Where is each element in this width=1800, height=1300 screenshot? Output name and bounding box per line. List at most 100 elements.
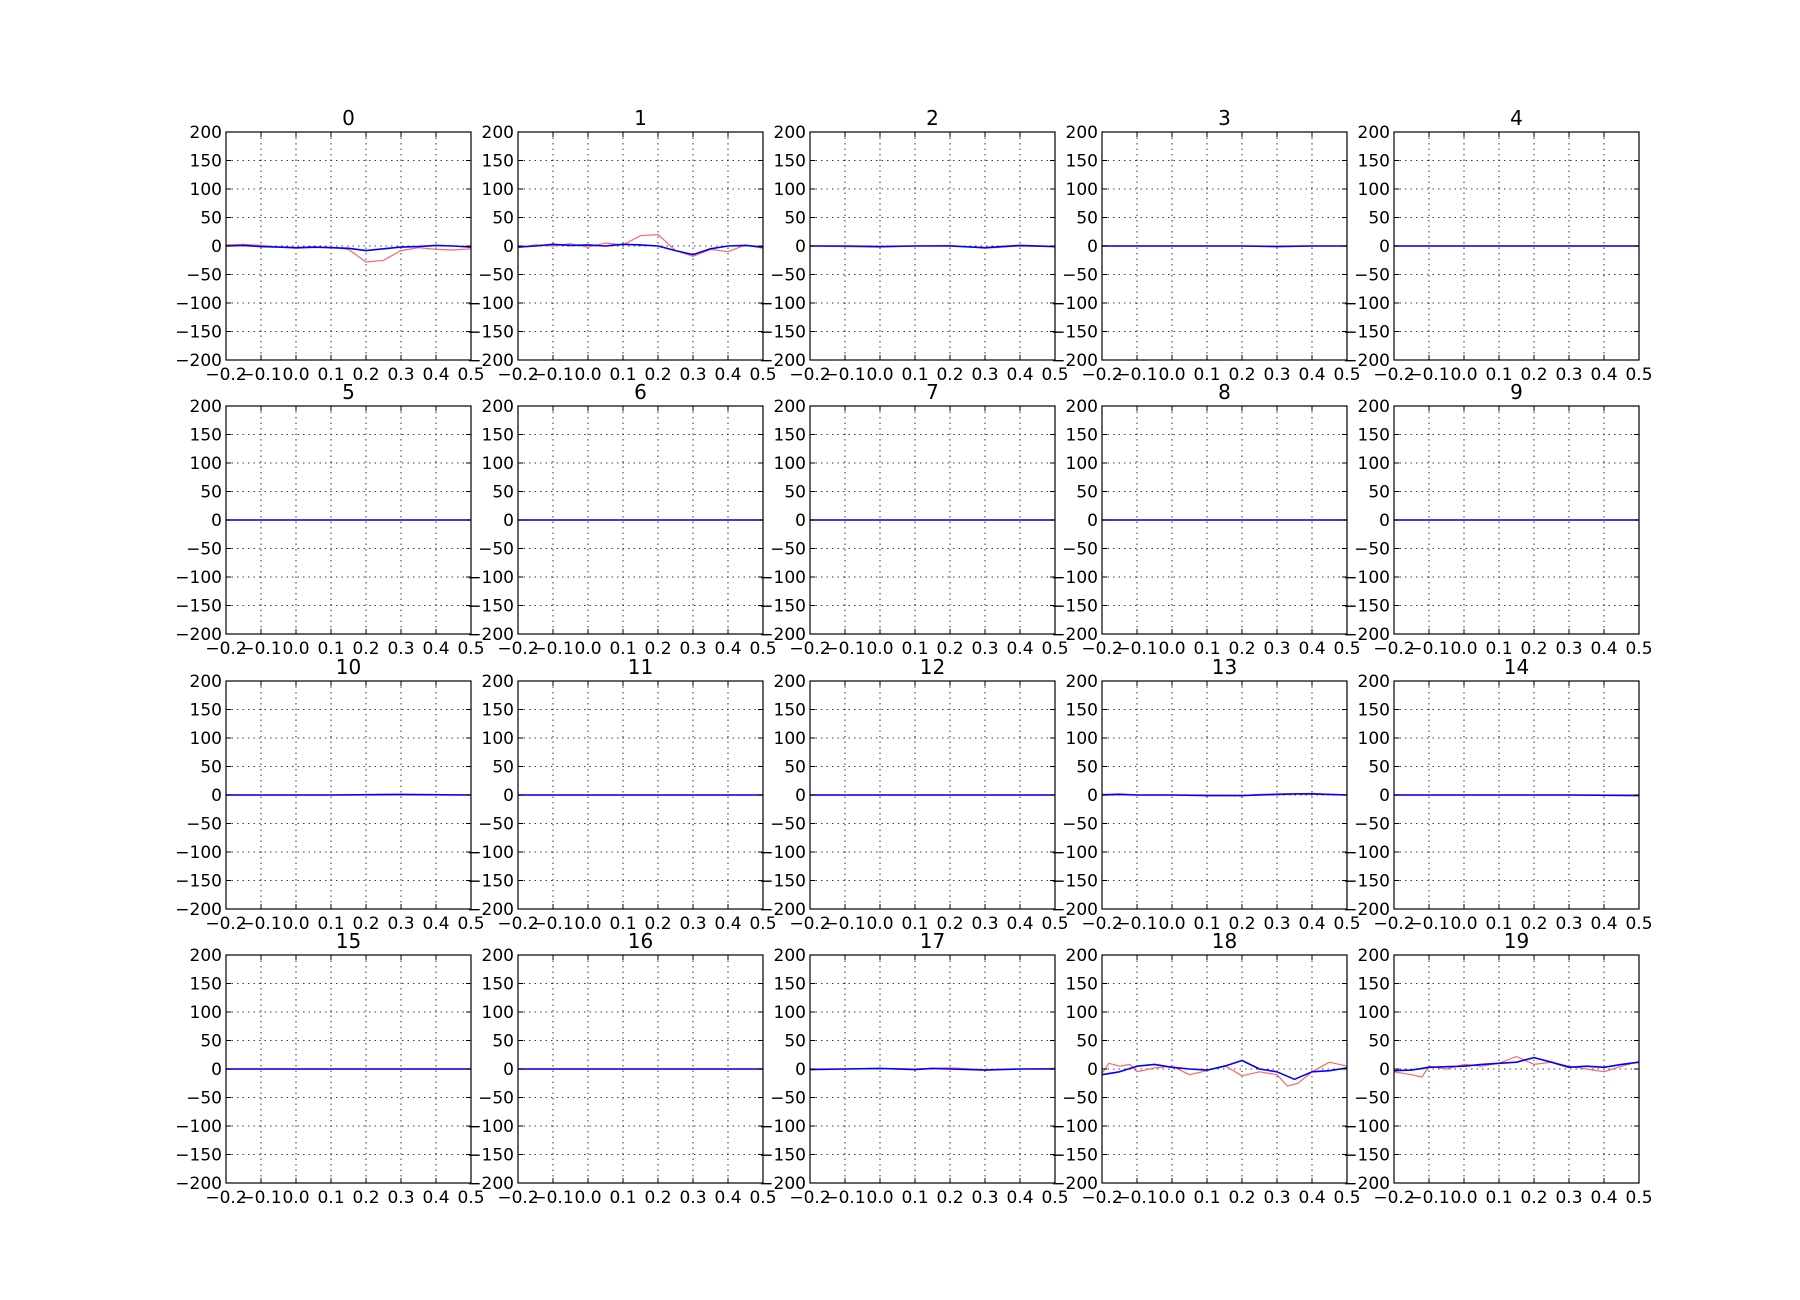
x-tick-label: −0.2 [789,914,830,934]
x-tick-label: −0.2 [789,639,830,659]
y-tick-label: 150 [482,426,514,446]
y-tick-label: −200 [759,900,806,920]
y-tick-label: −50 [478,1089,514,1109]
x-tick-label: 0.0 [282,914,309,934]
subplot-14: −0.2−0.1 0.0 0.1 0.2 0.3 0.4 0.5 200 150 100 50 0 −5… [1343,655,1652,934]
y-tick-label: −200 [1343,351,1390,371]
x-tick-label: 0.3 [1555,639,1582,659]
subplot-title: 12 [920,655,945,679]
y-tick-label: 0 [795,237,806,257]
y-tick-label: −100 [1343,568,1390,588]
y-tick-label: −150 [1051,1146,1098,1166]
x-tick-label: 0.3 [679,1188,706,1208]
x-tick-label: −0.2 [1081,914,1122,934]
x-tick-label: 0.4 [422,365,449,385]
blue-series-line [1102,245,1347,248]
subplot-5: −0.2−0.1 0.0 0.1 0.2 0.3 0.4 0.5 200 150 100 50 0 −5… [175,380,484,659]
x-tick-label: 0.0 [866,365,893,385]
y-tick-label: 150 [1066,975,1098,995]
y-tick-label: 200 [1066,946,1098,966]
x-tick-label: −0.1 [824,1188,865,1208]
x-tick-label: 0.4 [1006,639,1033,659]
x-tick-label: 0.1 [1193,914,1220,934]
subplot-6: −0.2−0.1 0.0 0.1 0.2 0.3 0.4 0.5 200 150 100 50 0 −5… [467,380,776,659]
x-tick-label: 0.3 [387,1188,414,1208]
subplot-title: 8 [1218,380,1231,404]
y-tick-label: −50 [186,1089,222,1109]
x-tick-label: −0.1 [824,914,865,934]
y-tick-label: −50 [770,266,806,286]
x-tick-label: −0.2 [497,914,538,934]
y-tick-label: 0 [211,1060,222,1080]
x-tick-label: −0.1 [1408,1188,1449,1208]
y-tick-label: −50 [1062,815,1098,835]
y-tick-label: −200 [175,625,222,645]
subplot-title: 5 [342,380,355,404]
y-tick-label: −50 [1062,1089,1098,1109]
y-tick-label: 100 [774,180,806,200]
x-tick-label: 0.1 [317,365,344,385]
x-tick-label: 0.4 [1006,365,1033,385]
y-tick-label: 100 [774,729,806,749]
subplot-title: 13 [1212,655,1237,679]
subplot-3: −0.2−0.1 0.0 0.1 0.2 0.3 0.4 0.5 200 150 100 50 0 −5… [1051,106,1360,385]
y-tick-label: 0 [211,786,222,806]
x-tick-label: 0.0 [1158,639,1185,659]
subplot-18: −0.2−0.1 0.0 0.1 0.2 0.3 0.4 0.5 200 150 100 50 0 −5… [1051,929,1360,1208]
x-tick-label: 0.0 [1450,639,1477,659]
y-tick-label: −200 [467,1174,514,1194]
y-tick-label: −50 [186,540,222,560]
x-tick-label: 0.1 [901,1188,928,1208]
subplot-title: 19 [1504,929,1529,953]
x-tick-label: 0.0 [1450,365,1477,385]
x-tick-label: 0.1 [1485,365,1512,385]
y-tick-label: −50 [770,540,806,560]
x-tick-label: 0.5 [1625,365,1652,385]
y-tick-label: 150 [190,975,222,995]
y-tick-label: 0 [1087,786,1098,806]
x-tick-label: 0.1 [1193,1188,1220,1208]
y-tick-label: 100 [482,180,514,200]
y-tick-label: 100 [1358,180,1390,200]
y-tick-label: −50 [478,266,514,286]
x-tick-label: 0.1 [901,914,928,934]
x-tick-label: 0.1 [609,365,636,385]
x-tick-label: 0.4 [1298,365,1325,385]
x-tick-label: −0.2 [497,639,538,659]
subplot-17: −0.2−0.1 0.0 0.1 0.2 0.3 0.4 0.5 200 150 100 50 0 −5… [759,929,1068,1208]
y-tick-label: −150 [759,323,806,343]
blue-series-line [1394,794,1640,797]
x-tick-label: 0.3 [387,914,414,934]
x-tick-label: −0.1 [532,365,573,385]
x-tick-label: 0.1 [609,1188,636,1208]
y-tick-label: 200 [482,397,514,417]
x-tick-label: −0.2 [205,639,246,659]
y-tick-label: 0 [795,786,806,806]
x-tick-label: −0.1 [1408,914,1449,934]
y-tick-label: −200 [1051,351,1098,371]
x-tick-label: 0.5 [457,1188,484,1208]
y-tick-label: 50 [1368,483,1390,503]
x-tick-label: −0.2 [205,914,246,934]
y-tick-label: 100 [774,454,806,474]
x-tick-label: 0.0 [574,1188,601,1208]
y-tick-label: 200 [1066,123,1098,143]
y-tick-label: 50 [784,1032,806,1052]
y-tick-label: −150 [759,1146,806,1166]
y-tick-label: −200 [1343,625,1390,645]
x-tick-label: 0.2 [352,914,379,934]
y-tick-label: −200 [175,900,222,920]
y-tick-label: 100 [1066,729,1098,749]
x-tick-label: 0.5 [1333,1188,1360,1208]
y-tick-label: 50 [492,758,514,778]
y-tick-label: −150 [175,323,222,343]
subplot-title: 10 [336,655,361,679]
y-tick-label: 200 [774,946,806,966]
y-tick-label: −100 [467,1117,514,1137]
y-tick-label: −200 [1343,1174,1390,1194]
x-tick-label: −0.2 [1373,914,1414,934]
x-tick-label: 0.3 [1263,639,1290,659]
y-tick-label: −50 [1354,540,1390,560]
y-tick-label: 150 [774,152,806,172]
